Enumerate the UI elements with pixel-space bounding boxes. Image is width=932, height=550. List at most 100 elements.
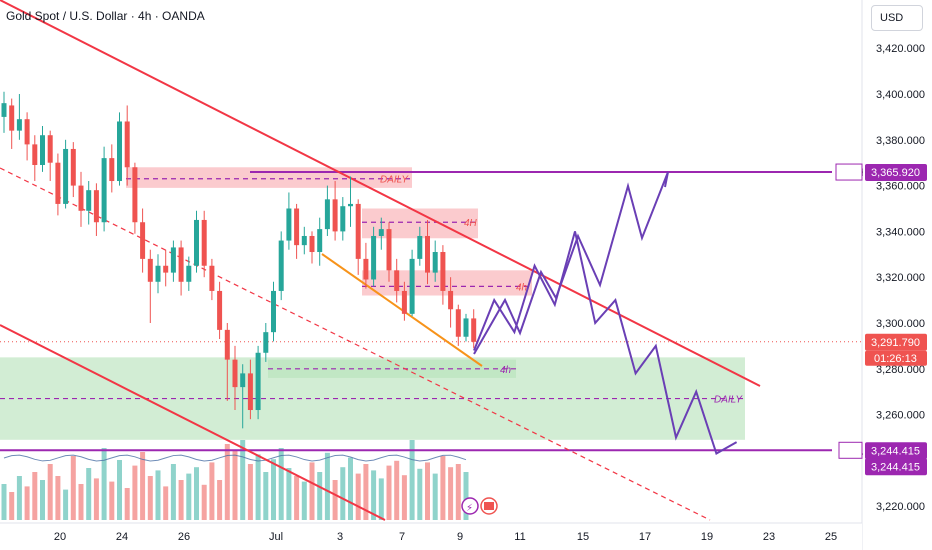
zone-supply-0 <box>126 167 412 188</box>
price-tick-label: 3,300.000 <box>876 318 925 330</box>
current-price-badge-bg <box>865 333 927 351</box>
candle-body <box>217 290 223 330</box>
volume-bar <box>448 467 454 520</box>
candle-body <box>224 329 230 360</box>
volume-bar <box>394 460 400 520</box>
time-tick-label: 17 <box>639 531 651 543</box>
channel-lower-trendline <box>0 324 386 521</box>
volume-bar <box>386 465 392 520</box>
pwh-tag-box <box>835 163 863 181</box>
volume-bar <box>401 475 407 520</box>
volume-bar <box>324 452 330 520</box>
volume-bar <box>278 448 284 520</box>
candle-body <box>363 258 369 280</box>
volume-bar <box>271 459 276 520</box>
price-tick-label: 3,340.000 <box>876 226 925 238</box>
volume-bar <box>217 480 223 520</box>
candle-body <box>78 185 84 211</box>
volume-ma-line <box>3 454 467 462</box>
pwl-tag-box <box>838 441 863 459</box>
volume-bar <box>247 464 253 520</box>
volume-bar <box>78 484 84 520</box>
candle-body <box>317 229 323 253</box>
candle-body <box>201 219 207 266</box>
volume-bar <box>255 454 261 520</box>
pwl-price-badge: 3,244.415 <box>871 445 920 457</box>
volume-bar <box>178 480 184 520</box>
candle-body <box>186 265 192 282</box>
price-tick-label: 3,360.000 <box>876 181 925 193</box>
currency-selector-button[interactable]: USD <box>871 5 923 31</box>
volume-bar <box>309 462 315 520</box>
candle-body <box>194 219 199 266</box>
price-tick-label: 3,400.000 <box>876 89 925 101</box>
time-tick-label: 25 <box>825 531 837 543</box>
candle-body <box>471 318 477 342</box>
candle-body <box>93 190 99 223</box>
time-tick-label: 23 <box>763 531 775 543</box>
candle-body <box>63 148 69 204</box>
zone-label-3: 4h <box>500 365 512 376</box>
candle-body <box>309 235 315 253</box>
volume-bar <box>417 468 423 520</box>
pwl-price-badge-bg <box>865 442 927 460</box>
volume-bar <box>117 460 122 520</box>
time-tick-label: 19 <box>701 531 713 543</box>
time-tick-label: 9 <box>457 531 463 543</box>
candle-body <box>170 247 176 273</box>
candle-body <box>70 148 76 186</box>
volume-bar <box>209 462 215 520</box>
candle-body <box>301 235 307 246</box>
volume-bar <box>101 448 107 520</box>
time-tick-label: 26 <box>178 531 190 543</box>
time-tick-label: 7 <box>399 531 405 543</box>
volume-bar <box>194 467 199 520</box>
pwl-price-badge-2-bg <box>865 458 927 476</box>
time-tick-label: 3 <box>337 531 343 543</box>
candle-body <box>32 144 38 165</box>
candle-body <box>101 158 107 223</box>
candle-body <box>440 252 446 291</box>
price-tick-label: 3,320.000 <box>876 272 925 284</box>
zone-demand-3 <box>268 359 516 378</box>
price-tick-label: 3,280.000 <box>876 364 925 376</box>
countdown-text: 01:26:13 <box>874 353 917 365</box>
channel-upper-trendline <box>0 0 761 387</box>
volume-bar <box>24 486 30 520</box>
volume-bar <box>186 473 192 520</box>
flash-glyph-icon: ⚡ <box>466 503 473 514</box>
volume-bar <box>409 440 415 520</box>
volume-bar <box>55 476 61 520</box>
candle-body <box>355 203 361 259</box>
candle-body <box>371 235 377 280</box>
chart-title: Gold Spot / U.S. Dollar · 4h · OANDA <box>6 9 205 23</box>
candle-body <box>401 290 407 314</box>
volume-bar <box>240 440 246 520</box>
volume-bar <box>232 449 238 520</box>
candle-body <box>124 121 130 168</box>
volume-bar <box>201 484 207 520</box>
time-tick-label: Jul <box>269 531 283 543</box>
volume-bar <box>147 476 153 520</box>
volume-bar <box>40 480 45 520</box>
candle-body <box>425 235 430 273</box>
candle-body <box>155 265 161 282</box>
zone-label-4: DAILY <box>714 395 743 406</box>
volume-bar <box>132 465 138 520</box>
candle-body <box>278 240 284 291</box>
projection-path-down <box>473 231 738 456</box>
volume-bar <box>363 464 369 520</box>
volume-bar <box>317 472 323 520</box>
volume-bar <box>294 476 300 520</box>
volume-bar <box>155 470 161 520</box>
channel-mid-trendline <box>0 167 711 521</box>
candle-body <box>332 199 338 232</box>
zone-label-0: DAILY <box>380 175 409 186</box>
volume-bar <box>301 481 307 520</box>
time-tick-label: 15 <box>577 531 589 543</box>
zone-supply-2 <box>362 270 532 296</box>
volume-bar <box>355 473 361 520</box>
volume-bar <box>432 473 438 520</box>
